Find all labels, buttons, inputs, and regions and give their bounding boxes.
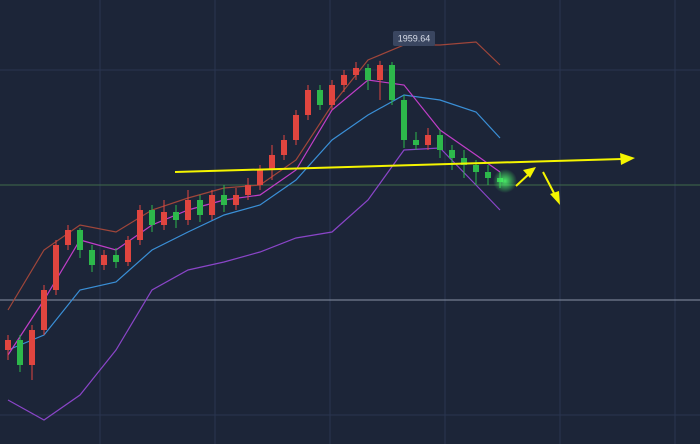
candle-body [53,245,59,290]
candle-body [221,195,227,205]
candle-body [413,140,419,145]
candle-body [377,65,383,80]
candle-body [281,140,287,155]
plot [0,41,700,421]
indicator-line [7,147,501,421]
candle-body [293,115,299,140]
candle-body [137,210,143,240]
peak-label: 1959.64 [398,33,431,43]
annotation-arrows [174,153,635,205]
candle-body [209,195,215,215]
candle-body [245,185,251,195]
candle-body [473,165,479,172]
candle-body [161,212,167,225]
candle-body [329,85,335,105]
candle-body [65,230,71,245]
annotation-box [393,31,435,46]
candle-body [449,150,455,158]
candle-body [197,200,203,215]
indicator-line [7,41,501,311]
candle-body [365,68,371,80]
candle-body [185,200,191,220]
indicator-line [7,94,501,351]
candle-body [233,195,239,205]
candle-body [425,135,431,145]
candle-body [437,135,443,150]
candle-body [113,255,119,262]
candle-body [5,340,11,350]
candle-body [29,330,35,365]
candle-body [173,212,179,220]
indicator-line [7,79,501,356]
candle-body [341,75,347,85]
candle-body [101,255,107,265]
candle-body [317,90,323,105]
candle-body [305,90,311,115]
candle-body [89,250,95,265]
candle-body [77,230,83,250]
price-glow [493,169,517,193]
candle-body [269,155,275,170]
candle-body [125,240,131,262]
candle-body [461,158,467,165]
candle-body [257,170,263,185]
candle-body [353,68,359,75]
candle-body [41,290,47,330]
candle-body [149,210,155,225]
candle-body [389,65,395,100]
candle-body [485,172,491,178]
candle-body [17,340,23,365]
candle-body [401,100,407,140]
